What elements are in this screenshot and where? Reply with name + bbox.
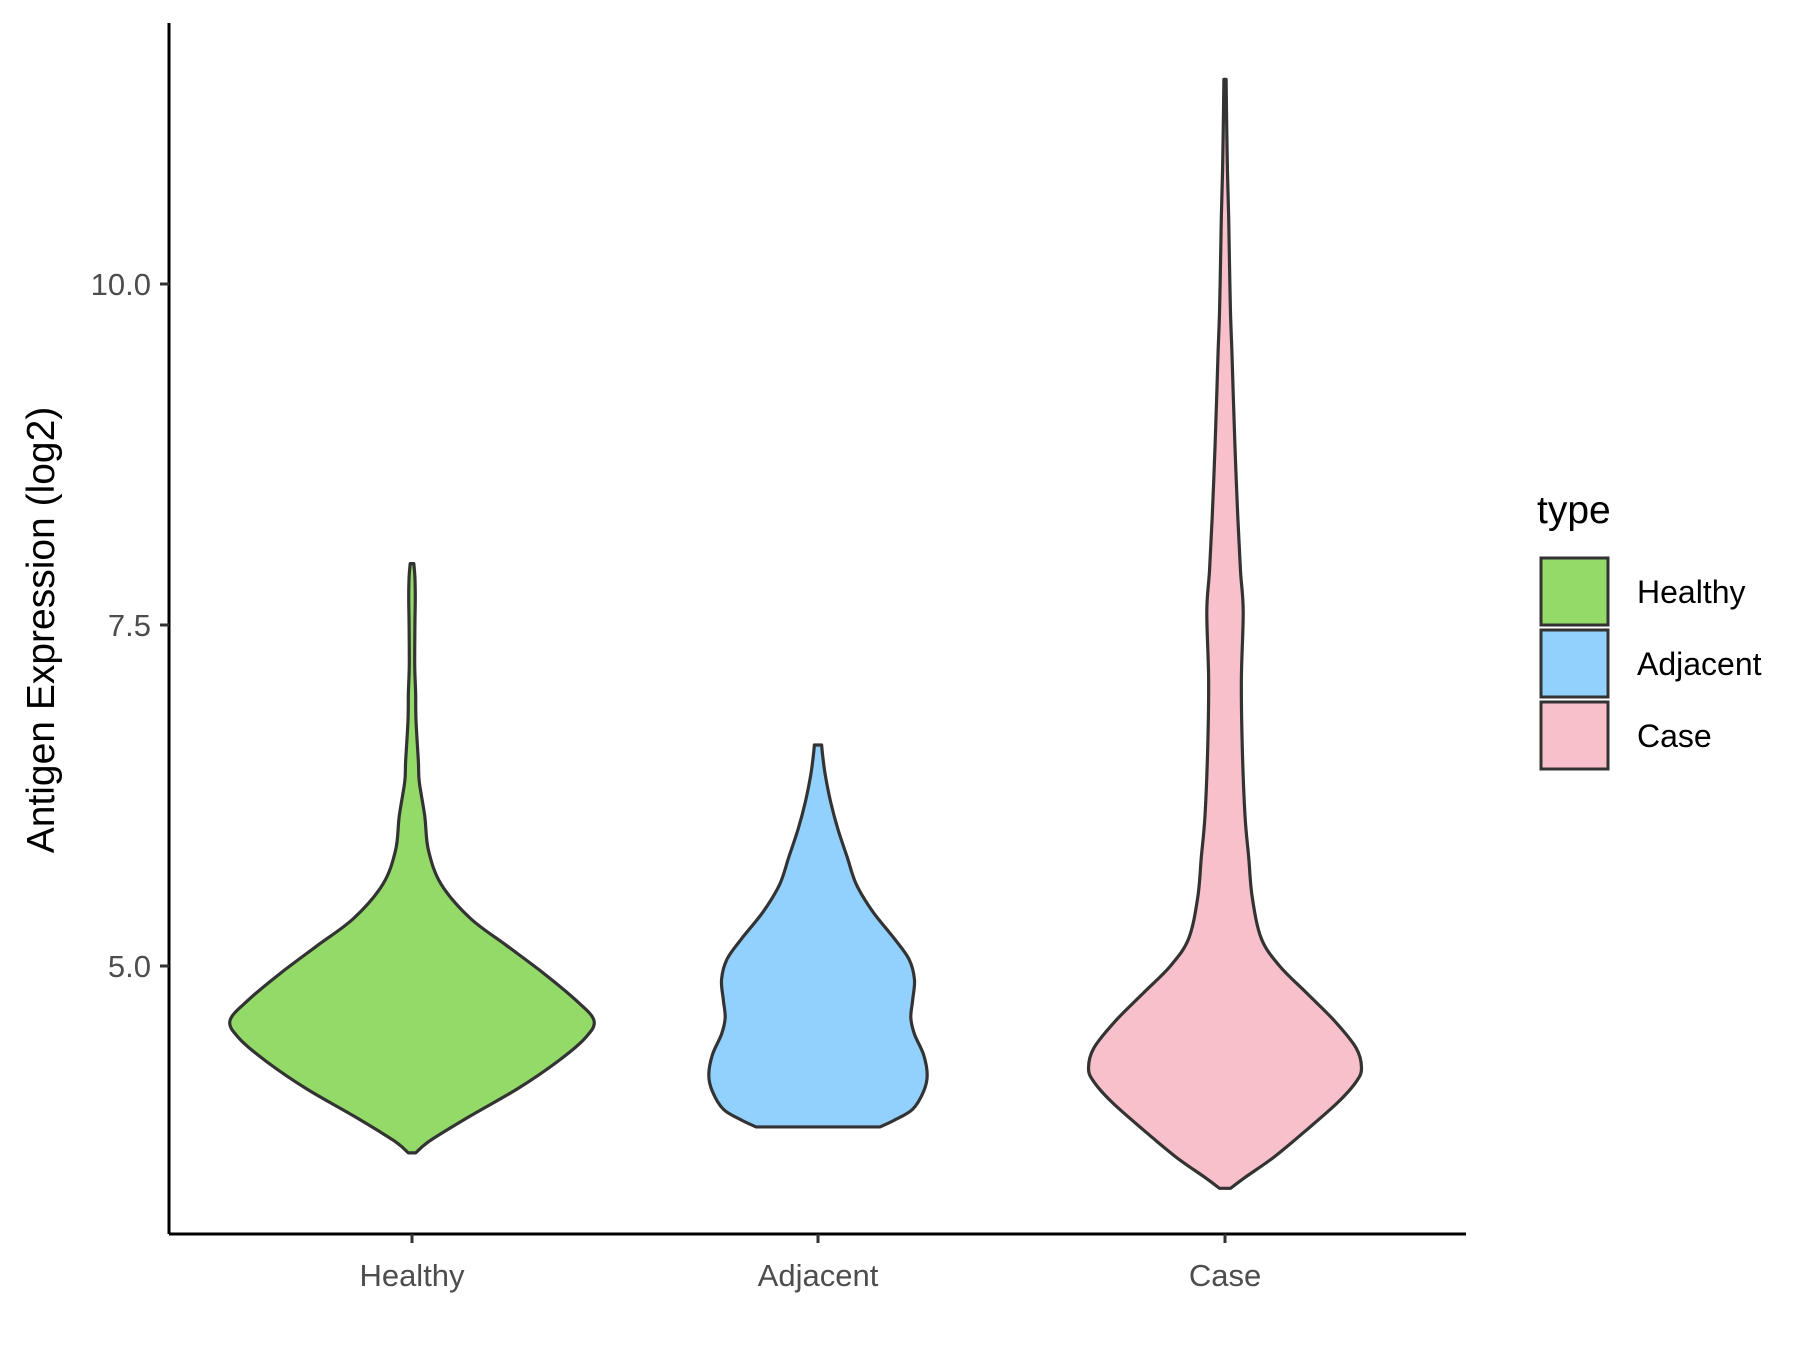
legend-swatch-case [1539,700,1610,771]
y-tick-label: 5.0 [108,949,151,984]
y-tick-label: 7.5 [108,608,151,643]
legend-label-case: Case [1637,718,1712,754]
legend-swatch-adjacent [1539,628,1610,699]
y-axis-title: Antigen Expression (log2) [20,407,63,854]
y-axis-ticks: 5.0 7.5 10.0 [91,267,169,984]
x-tick-label: Case [1189,1258,1261,1293]
y-tick-label: 10.0 [91,267,151,302]
legend-title: type [1537,489,1611,532]
x-tick-label: Healthy [359,1258,465,1293]
violin-case [1086,77,1364,1190]
legend-label-adjacent: Adjacent [1637,646,1762,682]
violin-adjacent [707,743,929,1129]
violin-healthy [228,562,596,1155]
legend-swatch-healthy [1539,556,1610,627]
legend: Healthy Adjacent Case [1539,556,1762,771]
legend-label-healthy: Healthy [1637,574,1746,610]
violin-group [228,77,1364,1190]
x-tick-label: Adjacent [758,1258,879,1293]
x-axis-ticks: Healthy Adjacent Case [359,1234,1261,1293]
